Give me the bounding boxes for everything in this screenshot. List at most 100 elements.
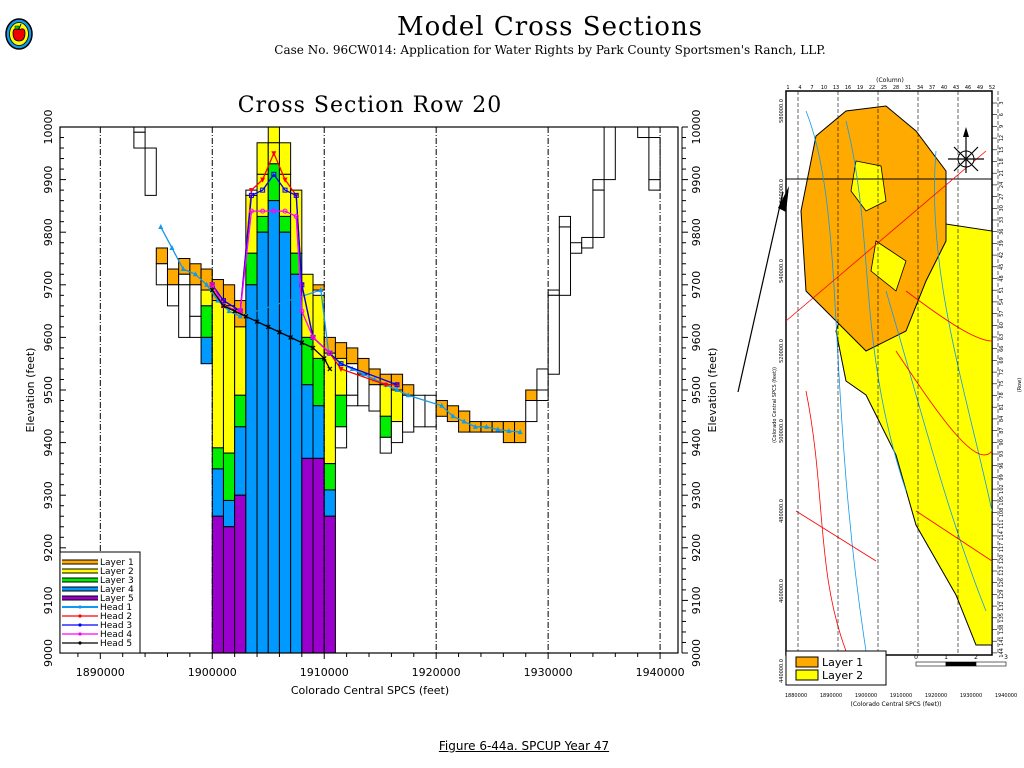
cell-none <box>648 137 661 181</box>
x-tick-label: 1910000 <box>300 666 349 679</box>
legend-label: Layer 5 <box>100 594 134 604</box>
map-layer1-region <box>800 105 947 352</box>
map-row-label: 24 <box>999 182 1005 188</box>
data-point-head1 <box>472 423 478 429</box>
y-tick-label-right: 9800 <box>690 218 703 246</box>
data-point-head1 <box>226 308 232 314</box>
map-stream <box>885 290 987 612</box>
data-point-head4 <box>271 208 277 214</box>
map-column-label: 1 <box>786 85 789 91</box>
legend-marker-head1 <box>78 605 82 609</box>
map-legend-label: Layer 1 <box>822 656 863 669</box>
y-tick-label-right: 9400 <box>690 429 703 457</box>
x-tick-label: 1930000 <box>524 666 573 679</box>
map-row-label: 33 <box>999 217 1005 223</box>
data-point-head1 <box>215 297 221 303</box>
map-row-label: 114 <box>999 531 1005 541</box>
map-right-axis-title: (Row) <box>1017 378 1023 392</box>
map-row-label: 120 <box>999 555 1005 565</box>
map-row-label: 75 <box>999 381 1005 387</box>
map-row-label: 93 <box>999 451 1005 457</box>
legend-label: Head 2 <box>100 612 132 622</box>
data-point-head4 <box>260 208 266 214</box>
legend-label: Layer 2 <box>100 567 134 577</box>
y-tick-label-right: 10000 <box>690 110 703 145</box>
map-row-label: 117 <box>999 543 1005 553</box>
map-row-label: 57 <box>999 310 1005 316</box>
map-scale-label: 0 <box>914 654 918 661</box>
map-row-label: 102 <box>999 484 1005 494</box>
map-northing-label: 460000.0 <box>779 579 785 603</box>
map-column-label: 49 <box>977 85 983 91</box>
data-point-head1 <box>158 223 164 229</box>
map-stream <box>934 150 993 512</box>
data-point-head3 <box>271 171 277 177</box>
section-pointer-arrowhead-icon <box>778 186 789 212</box>
data-point-head1 <box>204 281 210 287</box>
y-tick-label-left: 9600 <box>42 323 55 351</box>
data-point-head1 <box>405 392 411 398</box>
map-row-label: 39 <box>999 240 1005 246</box>
data-point-head5 <box>321 356 327 361</box>
data-point-head4 <box>310 334 316 340</box>
map-row-label: 12 <box>999 135 1005 141</box>
map-northing-label: 540000.0 <box>779 259 785 283</box>
legend-marker-head2 <box>78 614 82 618</box>
x-tick-label: 1900000 <box>188 666 237 679</box>
map-top-axis-title: (Column) <box>876 77 904 84</box>
map-row-label: 27 <box>999 193 1005 199</box>
map-column-label: 46 <box>965 85 971 91</box>
map-row-label: 90 <box>999 439 1005 445</box>
legend-label: Head 5 <box>100 639 132 649</box>
y-tick-label-left: 9800 <box>42 218 55 246</box>
map-left-axis-labels: 580000.0 560000.0 540000.0 520000.0 500000.0… <box>779 99 785 683</box>
map-column-label: 25 <box>881 85 887 91</box>
data-point-head1 <box>450 413 456 419</box>
data-point-head4 <box>327 350 333 356</box>
map-northing-label: 580000.0 <box>779 99 785 123</box>
map-top-axis-labels: 1 4 7 10 13 16 19 22 25 28 31 34 37 40 43 46 49 52 <box>786 85 995 91</box>
map-road <box>795 510 877 562</box>
layer-cells <box>133 126 661 654</box>
x-tick-label: 1890000 <box>76 666 125 679</box>
map-road <box>805 390 847 652</box>
map-row-label: 63 <box>999 334 1005 340</box>
cell-none <box>334 426 348 449</box>
map-scale-label: 2 <box>974 654 978 661</box>
y-tick-label-left: 9300 <box>42 481 55 509</box>
map-easting-label: 1890000 <box>820 693 842 699</box>
data-point-head1 <box>180 266 186 272</box>
map-column-label: 10 <box>821 85 827 91</box>
page-subtitle: Case No. 96CW014: Application for Water … <box>274 43 826 57</box>
map-right-axis-labels: 3691215182124273033363942454851545760636… <box>992 101 1005 658</box>
legend-label: Head 3 <box>100 621 132 631</box>
map-easting-label: 1880000 <box>785 693 807 699</box>
data-point-head1 <box>360 371 366 377</box>
data-point-head2 <box>248 188 254 194</box>
data-point-head1 <box>517 429 523 435</box>
map-row-label: 54 <box>999 299 1005 305</box>
legend-label: Head 1 <box>100 603 132 613</box>
legend-marker-head3 <box>78 623 82 627</box>
y-tick-label-right: 9100 <box>690 586 703 614</box>
section-pointer-line <box>737 191 784 393</box>
map-row-label: 60 <box>999 322 1005 328</box>
page-title: Model Cross Sections <box>396 12 704 42</box>
data-point-head1 <box>439 402 445 408</box>
data-point-head4 <box>248 208 254 214</box>
apple-seal-logo-icon <box>4 16 34 50</box>
map-row-label: 108 <box>999 508 1005 518</box>
map-row-label: 21 <box>999 170 1005 176</box>
series-line-head4 <box>211 210 331 354</box>
data-point-head4 <box>209 282 215 288</box>
map-column-label: 28 <box>893 85 899 91</box>
figure-caption: Figure 6-44a. SPCUP Year 47 <box>438 739 610 753</box>
location-map: (Column) 1 4 7 10 13 16 19 22 25 28 31 34 37 40 43 46 49… <box>772 77 1023 708</box>
map-bottom-axis-title: (Colorado Central SPCS (feet)) <box>850 701 941 708</box>
map-column-label: 13 <box>833 85 839 91</box>
map-scale-bar-segment <box>975 661 1007 667</box>
data-point-head5 <box>265 324 271 330</box>
